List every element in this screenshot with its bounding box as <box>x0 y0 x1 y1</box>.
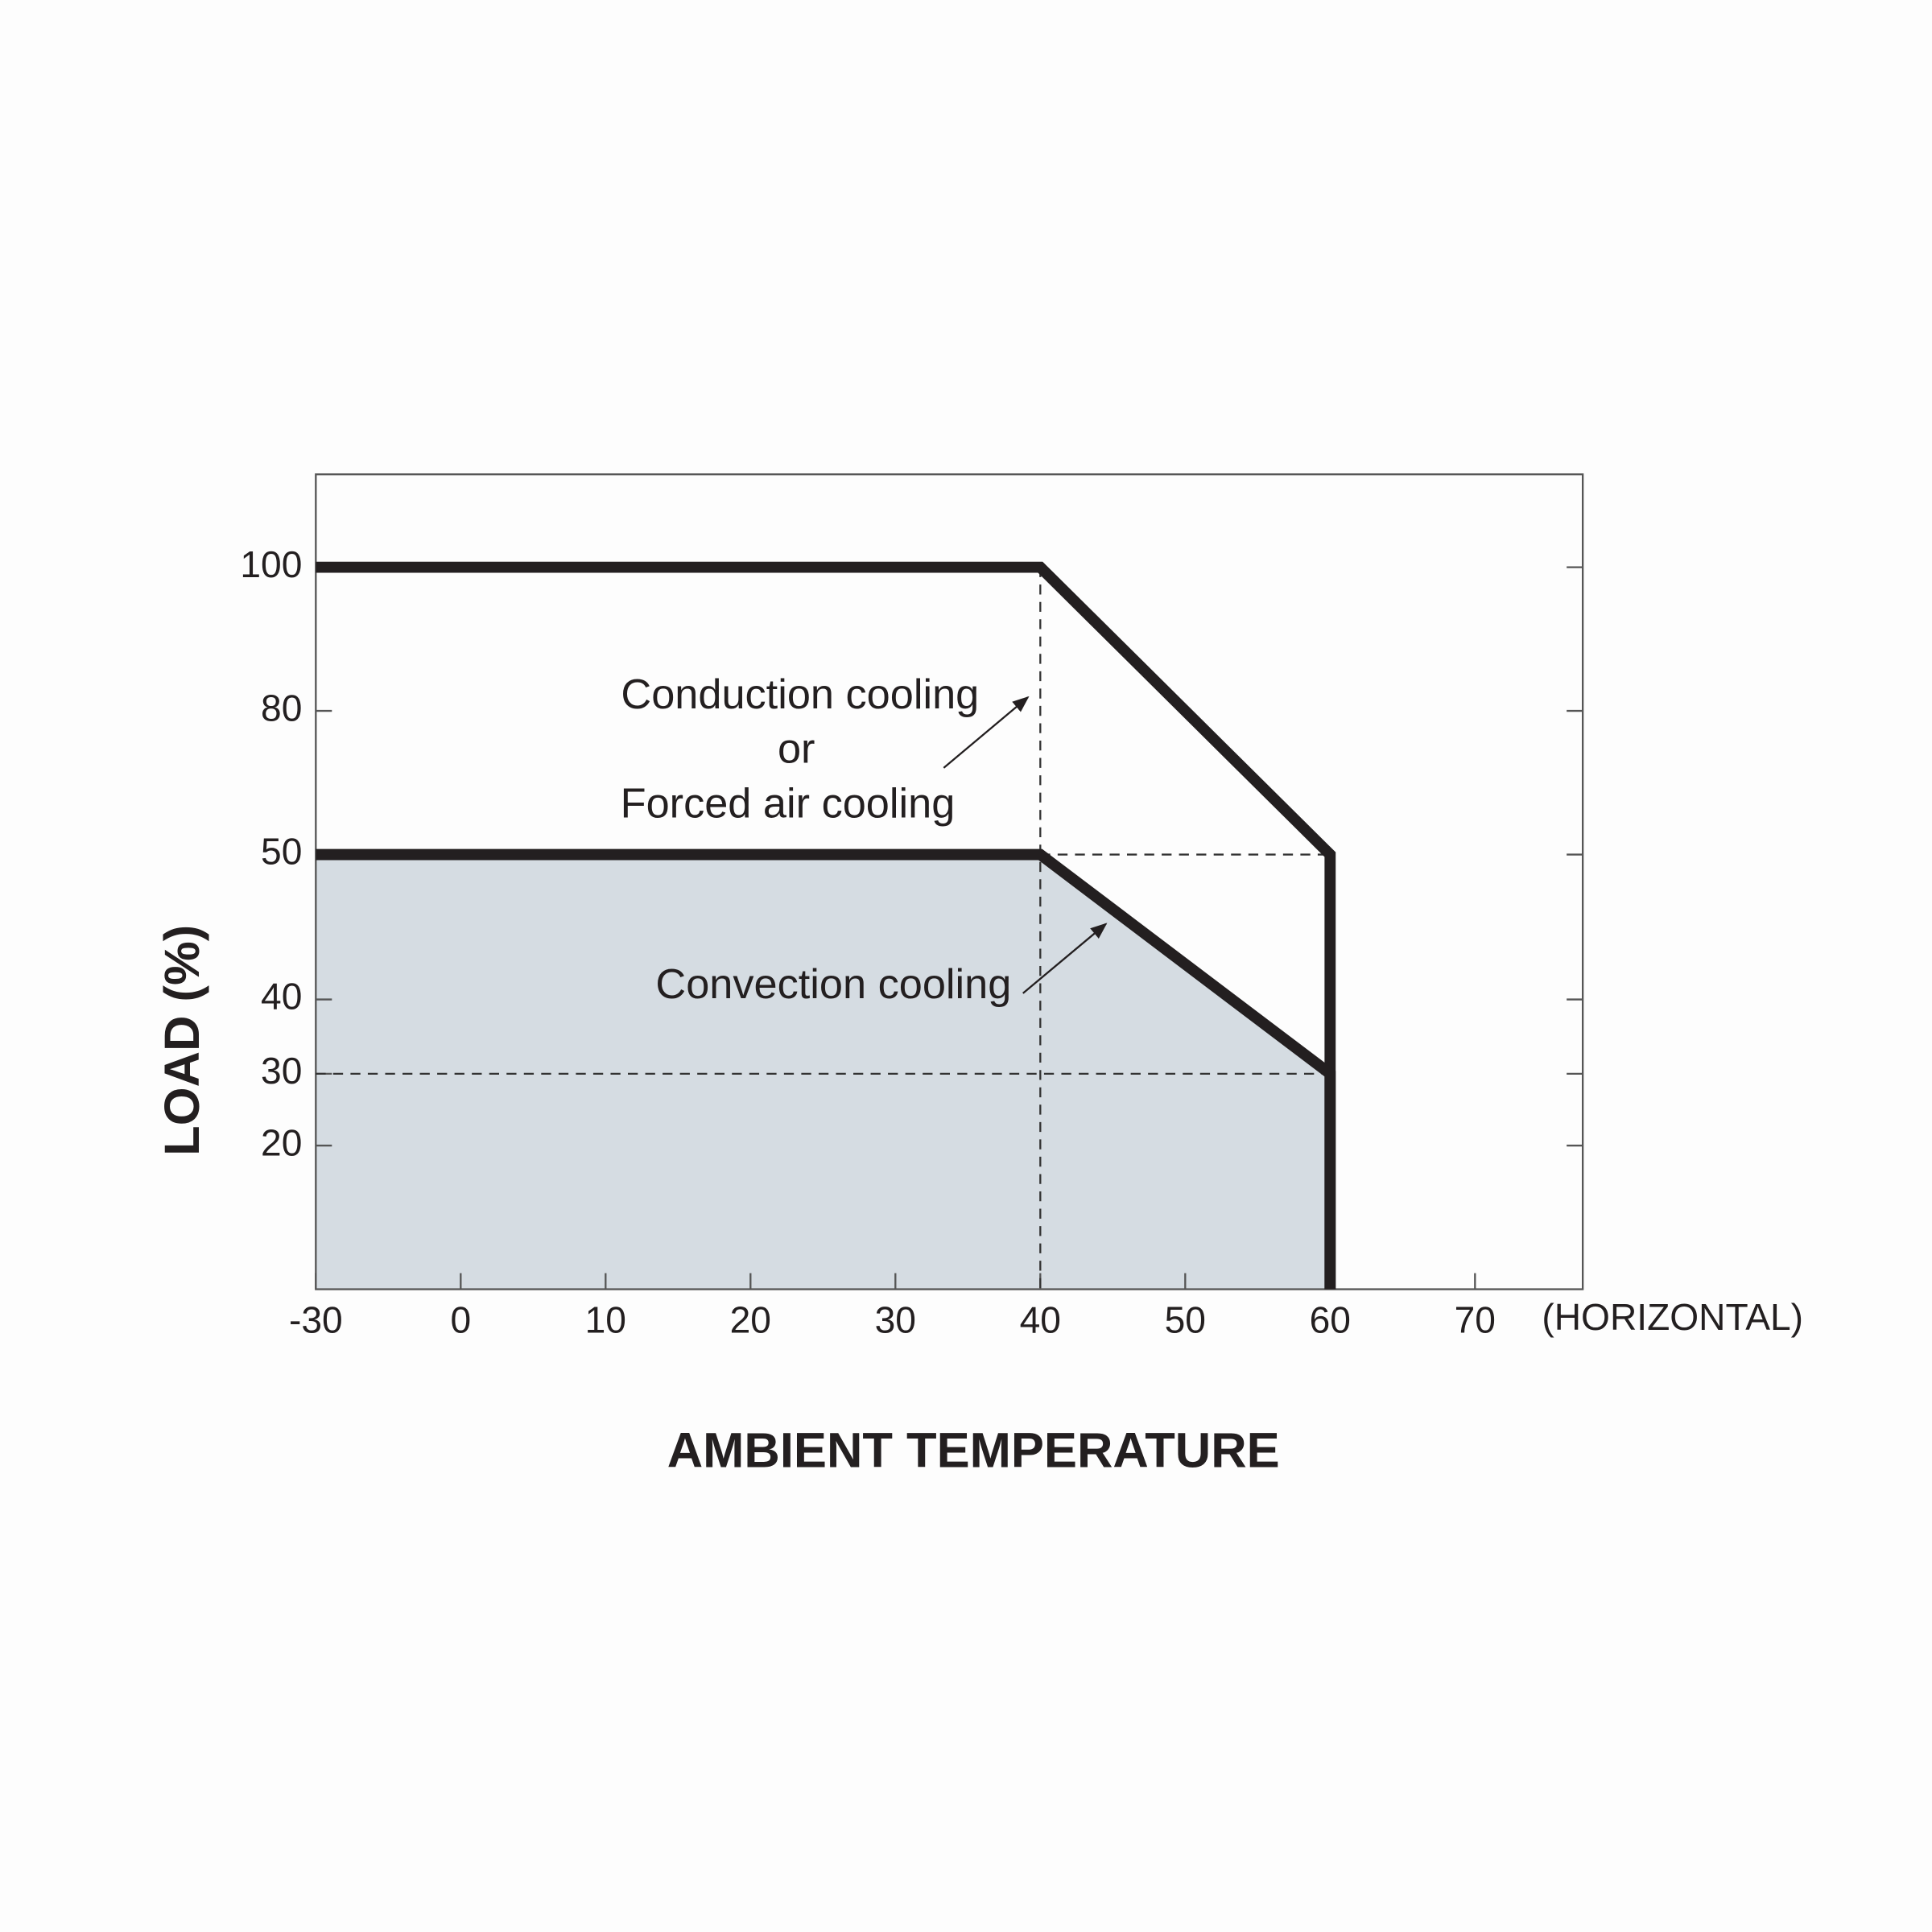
line <box>316 848 1336 1290</box>
area <box>316 854 1331 1290</box>
y-tick-label: 50 <box>261 831 302 873</box>
plot-area <box>316 854 1331 1290</box>
annotation: Conduction cooling <box>621 671 979 718</box>
annotation: Forced air cooling <box>621 780 956 827</box>
y-tick-label: 80 <box>261 687 302 729</box>
x-tick-label: 10 <box>585 1298 626 1340</box>
y-tick-label: 30 <box>261 1050 302 1092</box>
x-tick-label: 20 <box>730 1298 771 1340</box>
x-tick-label: 70 <box>1455 1298 1496 1340</box>
x-tick-label: 60 <box>1310 1298 1351 1340</box>
y-tick-label: 40 <box>261 976 302 1018</box>
annotation-arrow <box>1022 923 1108 994</box>
y-tick-label: 20 <box>261 1121 302 1163</box>
x-axis-title: AMBIENT TEMPERATURE <box>667 1422 1280 1478</box>
x-tick-label: 50 <box>1165 1298 1206 1340</box>
x-tick-label: 40 <box>1020 1298 1061 1340</box>
annotation: or <box>778 726 815 773</box>
x-tick-label: 0 <box>450 1298 471 1340</box>
plot-frame <box>315 473 1584 1290</box>
annotation-arrow <box>943 696 1030 769</box>
x-tick-label: 30 <box>875 1298 916 1340</box>
x-unit-note: (HORIZONTAL) <box>1542 1296 1803 1338</box>
y-axis-title: LOAD (%) <box>155 925 210 1156</box>
x-tick-label: -30 <box>289 1298 343 1340</box>
annotation: Convection cooling <box>655 961 1011 1008</box>
y-tick-label: 100 <box>240 543 302 585</box>
